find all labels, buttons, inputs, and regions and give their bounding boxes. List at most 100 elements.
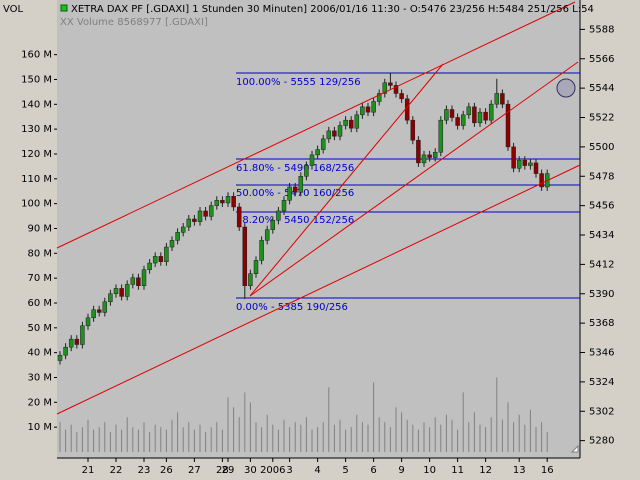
candle-body <box>432 151 438 158</box>
y-tick-label: 5324 <box>589 377 614 388</box>
candle-body <box>158 256 164 262</box>
candle-body <box>348 119 354 129</box>
candle-body <box>343 119 348 126</box>
candle-body <box>365 106 371 113</box>
y-tick-label: 5456 <box>589 201 614 212</box>
candle-body <box>80 325 85 345</box>
x-tick-label: 30 <box>244 465 257 476</box>
candle-body <box>438 119 444 153</box>
candle-body <box>287 186 292 201</box>
v-tick-label: 110 M <box>21 174 52 185</box>
candle-body <box>460 114 466 126</box>
candle-body <box>231 196 236 208</box>
candle-body <box>164 246 169 262</box>
x-tick-label: 29 <box>222 465 235 476</box>
y-tick-label: 5302 <box>589 406 614 417</box>
y-tick-label: 5522 <box>589 113 614 124</box>
y-tick-label: 5434 <box>589 230 614 241</box>
fib-label: 38.20% - 5450 152/256 <box>236 215 354 226</box>
candle-body <box>337 125 343 137</box>
fib-label: 0.00% - 5385 190/256 <box>236 302 348 313</box>
candle-body <box>421 154 427 164</box>
candle-body <box>220 200 225 204</box>
candle-body <box>371 101 376 113</box>
candle-body <box>186 218 192 228</box>
y-tick-label: 5500 <box>589 142 614 153</box>
candle-body <box>539 173 544 188</box>
candle-body <box>488 103 494 121</box>
trend-line <box>56 1 576 249</box>
candle-body <box>214 200 220 206</box>
candle-body <box>147 262 152 270</box>
x-tick-label: 23 <box>138 465 151 476</box>
marker-circle <box>556 78 576 98</box>
v-tick-label: 50 M <box>27 323 52 334</box>
candle-body <box>63 346 68 356</box>
candle-body <box>85 317 91 327</box>
candle-body <box>511 146 516 169</box>
v-tick-label: 70 M <box>27 273 52 284</box>
candle-body <box>248 273 253 286</box>
candle-body <box>276 210 281 221</box>
candle-body <box>360 106 365 116</box>
candle-body <box>192 218 197 222</box>
candle-body <box>455 117 460 126</box>
v-tick-label: 150 M <box>21 74 52 85</box>
candle-body <box>208 205 214 217</box>
candle-body <box>410 119 416 141</box>
candle-body <box>108 293 113 303</box>
y-tick-label: 5368 <box>589 318 614 329</box>
candle-body <box>91 309 96 319</box>
fib-label: 61.80% - 5490 168/256 <box>236 163 354 174</box>
x-tick-label: 9 <box>398 465 404 476</box>
v-tick-label: 140 M <box>21 99 52 110</box>
candle-body <box>427 154 432 158</box>
candle-body <box>119 288 124 297</box>
v-tick-label: 130 M <box>21 124 52 135</box>
candle-body <box>102 301 108 313</box>
x-tick-label: 28 <box>216 465 229 476</box>
v-tick-label: 20 M <box>27 397 52 408</box>
volume-axis-label: VOL <box>3 4 24 15</box>
trend-lines <box>56 1 581 415</box>
x-tick-label: 16 <box>541 465 554 476</box>
candle-body <box>298 176 304 193</box>
x-tick-label: 5 <box>342 465 348 476</box>
candle-body <box>136 277 141 286</box>
fib-label: 100.00% - 5555 129/256 <box>236 77 361 88</box>
candle-body <box>253 260 259 274</box>
y-tick-label: 5544 <box>589 83 614 94</box>
candle-body <box>197 210 203 222</box>
v-tick-label: 60 M <box>27 298 52 309</box>
candle-body <box>57 354 63 361</box>
candle-body <box>477 111 483 124</box>
candle-body <box>505 103 511 148</box>
candle-body <box>483 111 488 121</box>
v-tick-label: 10 M <box>27 422 52 433</box>
v-tick-label: 30 M <box>27 372 52 383</box>
candle-body <box>74 338 80 345</box>
marks <box>57 73 550 452</box>
candle-body <box>528 162 533 166</box>
x-tick-label: 12 <box>479 465 492 476</box>
y-tick-label: 5588 <box>589 24 614 35</box>
chart-subtitle: XX Volume 8568977 [.GDAXI] <box>60 17 208 28</box>
candle-body <box>382 82 388 94</box>
v-tick-label: 80 M <box>27 248 52 259</box>
y-tick-label: 5280 <box>589 436 614 447</box>
plot-area <box>57 0 580 458</box>
candle-body <box>175 232 180 241</box>
candle-body <box>242 226 248 286</box>
v-tick-label: 40 M <box>27 348 52 359</box>
v-tick-label: 100 M <box>21 199 52 210</box>
y-tick-label: 5478 <box>589 171 614 182</box>
candle-body <box>354 114 360 129</box>
resize-grip <box>570 444 579 453</box>
candle-body <box>326 130 332 140</box>
candle-body <box>494 93 500 105</box>
chart-title: XETRA DAX PF [.GDAXI] 1 Stunden 30 Minut… <box>71 4 594 15</box>
x-tick-label: 6 <box>370 465 376 476</box>
x-tick-label: 2006 <box>260 465 285 476</box>
